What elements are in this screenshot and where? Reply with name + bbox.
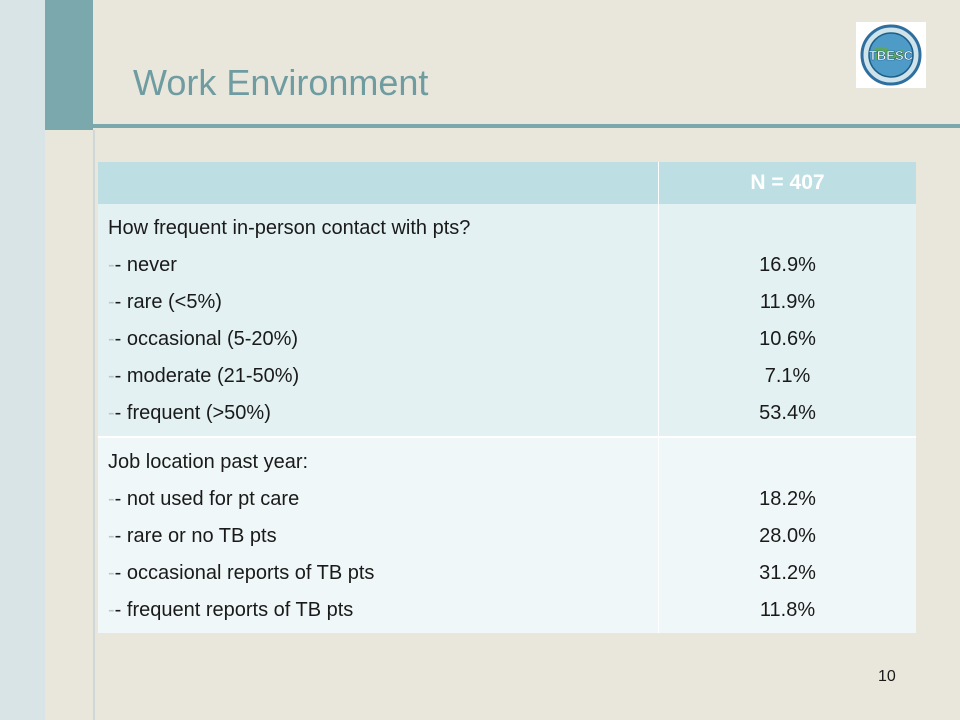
list-item: -- rare (<5%) [108, 291, 222, 313]
list-item: -- never [108, 254, 177, 276]
section-labels: How frequent in-person contact with pts?… [98, 204, 659, 437]
section-question: How frequent in-person contact with pts? [108, 217, 471, 239]
left-decor-strip [0, 0, 45, 720]
title-rule [93, 124, 960, 128]
value-cell: 16.9% [759, 254, 816, 276]
value-cell: 53.4% [759, 402, 816, 424]
list-item: -- frequent (>50%) [108, 402, 271, 424]
table-row: How frequent in-person contact with pts?… [98, 204, 916, 437]
table-header-row: N = 407 [98, 162, 916, 204]
value-cell: 18.2% [759, 488, 816, 510]
section-values: 16.9% 11.9% 10.6% 7.1% 53.4% [658, 204, 916, 437]
left-accent-bar [45, 0, 93, 130]
slide-title: Work Environment [133, 62, 429, 103]
left-divider-line [93, 130, 95, 720]
value-cell: 7.1% [764, 365, 811, 387]
section-question: Job location past year: [108, 451, 309, 473]
work-environment-table: N = 407 How frequent in-person contact w… [98, 162, 916, 633]
list-item: -- occasional reports of TB pts [108, 562, 375, 584]
header-blank-cell [98, 162, 659, 204]
value-cell: 10.6% [759, 328, 816, 350]
page-number: 10 [878, 668, 896, 685]
globe-seal-icon: TBESC [856, 22, 926, 88]
list-item: -- occasional (5-20%) [108, 328, 299, 350]
list-item: -- frequent reports of TB pts [108, 599, 354, 621]
header-n-cell: N = 407 [658, 162, 916, 204]
section-values: 18.2% 28.0% 31.2% 11.8% [658, 436, 916, 633]
table-row: Job location past year: -- not used for … [98, 436, 916, 633]
value-cell: 11.8% [759, 599, 816, 621]
value-cell: 28.0% [759, 525, 816, 547]
section-labels: Job location past year: -- not used for … [98, 436, 659, 633]
logo-text: TBESC [869, 48, 914, 63]
list-item: -- not used for pt care [108, 488, 300, 510]
value-cell: 31.2% [759, 562, 816, 584]
value-cell: 11.9% [759, 291, 816, 313]
list-item: -- moderate (21-50%) [108, 365, 300, 387]
list-item: -- rare or no TB pts [108, 525, 277, 547]
